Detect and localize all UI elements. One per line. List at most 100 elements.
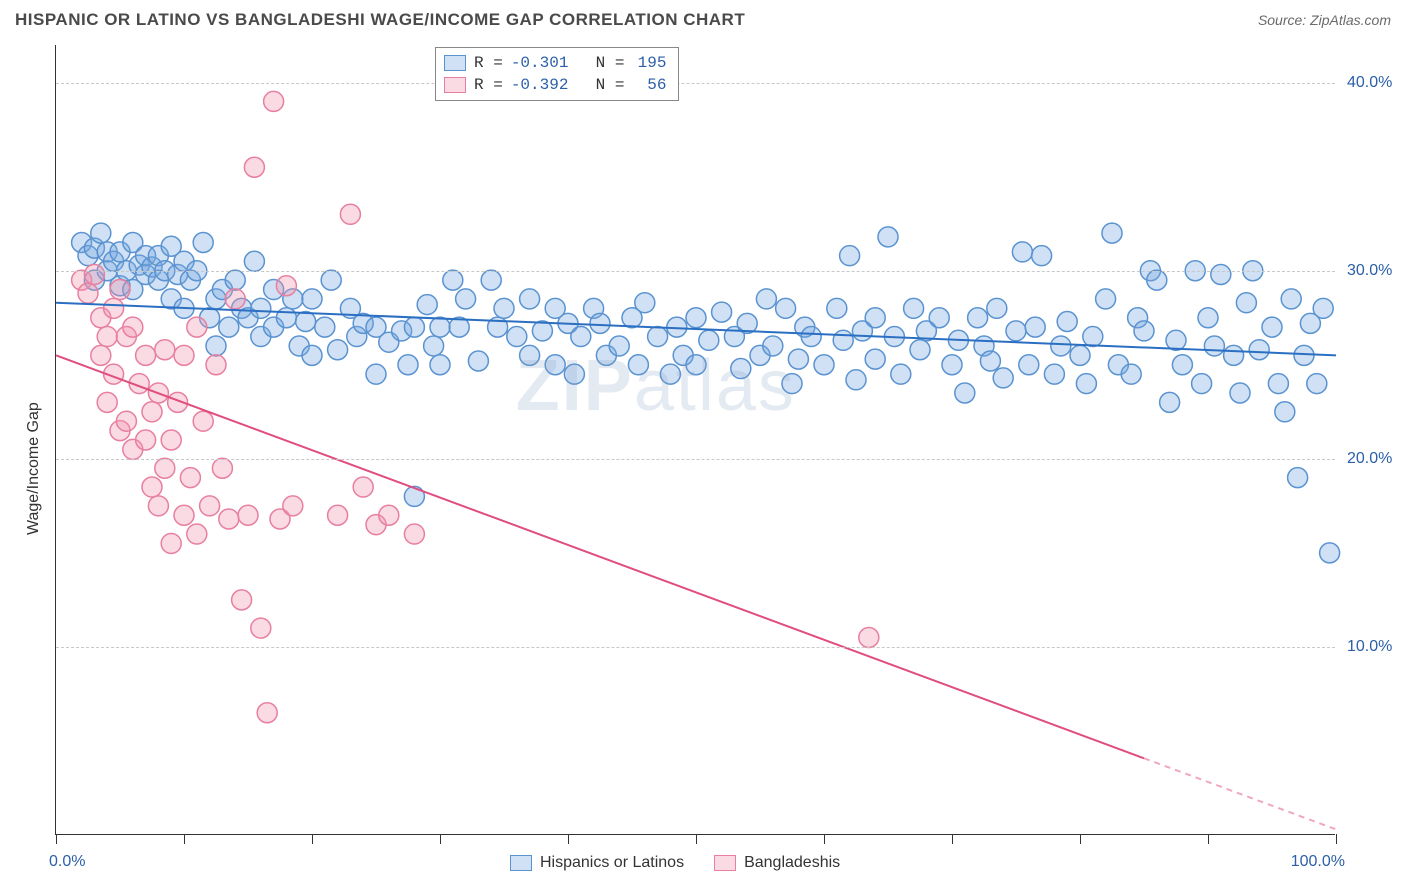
scatter-point [238, 505, 258, 525]
x-tick-mark [440, 834, 441, 844]
scatter-point [404, 486, 424, 506]
legend-series: Hispanics or Latinos Bangladeshis [510, 854, 840, 872]
scatter-point [321, 270, 341, 290]
scatter-point [1096, 289, 1116, 309]
scatter-point [756, 289, 776, 309]
scatter-point [571, 327, 591, 347]
scatter-point [712, 302, 732, 322]
scatter-point [1275, 402, 1295, 422]
scatter-point [1019, 355, 1039, 375]
scatter-point [910, 340, 930, 360]
scatter-point [686, 355, 706, 375]
x-tick-mark [1336, 834, 1337, 844]
scatter-point [244, 157, 264, 177]
scatter-point [251, 618, 271, 638]
scatter-point [97, 392, 117, 412]
scatter-point [276, 276, 296, 296]
scatter-point [987, 298, 1007, 318]
scatter-point [1166, 330, 1186, 350]
x-tick-mark [184, 834, 185, 844]
scatter-point [264, 91, 284, 111]
scatter-point [468, 351, 488, 371]
scatter-point [590, 313, 610, 333]
scatter-point [904, 298, 924, 318]
scatter-point [833, 330, 853, 350]
scatter-point [366, 364, 386, 384]
scatter-point [193, 411, 213, 431]
scatter-point [116, 411, 136, 431]
x-tick-mark [1208, 834, 1209, 844]
scatter-point [84, 264, 104, 284]
scatter-point [1204, 336, 1224, 356]
legend-r-value: -0.301 [511, 52, 569, 74]
scatter-point [564, 364, 584, 384]
scatter-point [276, 308, 296, 328]
scatter-point [302, 345, 322, 365]
scatter-point [123, 317, 143, 337]
scatter-point [1025, 317, 1045, 337]
gridline-h [56, 647, 1335, 648]
scatter-point [1268, 374, 1288, 394]
y-axis-title: Wage/Income Gap [25, 402, 43, 535]
x-tick-mark [1080, 834, 1081, 844]
y-tick-label: 40.0% [1347, 74, 1392, 92]
legend-correlation-row: R =-0.301 N =195 [444, 52, 666, 74]
scatter-point [1192, 374, 1212, 394]
scatter-point [161, 533, 181, 553]
trend-line-dashed [1144, 758, 1336, 829]
y-tick-label: 10.0% [1347, 638, 1392, 656]
scatter-point [1281, 289, 1301, 309]
scatter-point [302, 289, 322, 309]
scatter-point [456, 289, 476, 309]
scatter-point [1211, 264, 1231, 284]
scatter-point [827, 298, 847, 318]
legend-series-label: Bangladeshis [744, 854, 840, 872]
scatter-point [1147, 270, 1167, 290]
scatter-point [1313, 298, 1333, 318]
scatter-point [155, 458, 175, 478]
scatter-point [801, 327, 821, 347]
legend-series-item: Hispanics or Latinos [510, 854, 684, 872]
scatter-point [520, 345, 540, 365]
scatter-point [731, 359, 751, 379]
scatter-point [481, 270, 501, 290]
scatter-point [1032, 246, 1052, 266]
scatter-point [1070, 345, 1090, 365]
legend-n-label: N = [576, 74, 624, 96]
gridline-h [56, 83, 1335, 84]
scatter-point [520, 289, 540, 309]
scatter-point [417, 295, 437, 315]
scatter-point [660, 364, 680, 384]
scatter-point [91, 345, 111, 365]
scatter-point [110, 280, 130, 300]
scatter-point [136, 345, 156, 365]
legend-n-label: N = [576, 52, 624, 74]
scatter-point [545, 355, 565, 375]
x-tick-mark [312, 834, 313, 844]
scatter-point [1288, 468, 1308, 488]
header: HISPANIC OR LATINO VS BANGLADESHI WAGE/I… [15, 10, 1391, 30]
legend-n-value: 195 [632, 52, 666, 74]
scatter-point [340, 204, 360, 224]
legend-r-value: -0.392 [511, 74, 569, 96]
scatter-point [148, 496, 168, 516]
scatter-point [174, 345, 194, 365]
scatter-point [328, 505, 348, 525]
scatter-point [296, 312, 316, 332]
scatter-point [507, 327, 527, 347]
scatter-point [942, 355, 962, 375]
scatter-point [193, 233, 213, 253]
scatter-point [212, 458, 232, 478]
chart-svg [56, 45, 1336, 835]
scatter-point [187, 524, 207, 544]
source-attribution: Source: ZipAtlas.com [1258, 12, 1391, 28]
scatter-point [865, 349, 885, 369]
scatter-point [78, 283, 98, 303]
scatter-point [283, 496, 303, 516]
x-tick-label-left: 0.0% [49, 853, 85, 871]
scatter-point [225, 270, 245, 290]
scatter-point [955, 383, 975, 403]
gridline-h [56, 459, 1335, 460]
scatter-point [878, 227, 898, 247]
scatter-point [97, 327, 117, 347]
